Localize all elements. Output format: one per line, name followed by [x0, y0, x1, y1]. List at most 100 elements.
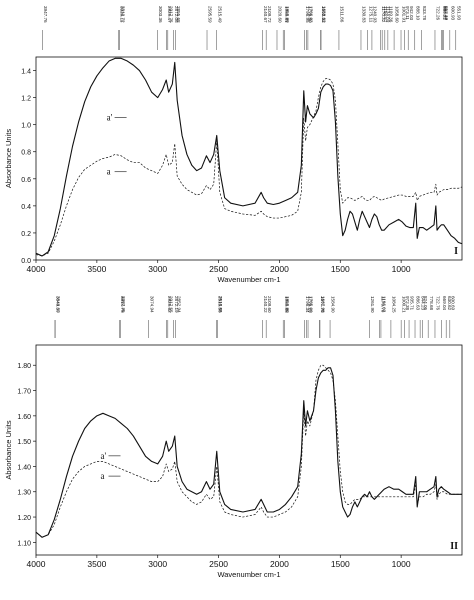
spectrum-line-a-prime [35, 57, 463, 257]
peak-label: 2872.06 [174, 6, 179, 23]
peak-label: 600.93 [450, 6, 455, 20]
peak-label: 2140.22 [263, 296, 268, 313]
x-tick-label: 4000 [27, 559, 46, 569]
peak-label: 1330.83 [362, 6, 367, 23]
peak-label: 3314.75 [120, 296, 125, 313]
x-axis-title-ii: Wavenumber cm-1 [217, 570, 280, 579]
x-tick-label: 2000 [270, 559, 289, 569]
x-tick-label: 2500 [209, 559, 228, 569]
peak-label: 3947.76 [43, 6, 48, 23]
peak-label: 886.63 [416, 296, 421, 310]
x-axis-ticks-ii: 4000 3500 3000 2500 2000 1500 1000 [27, 555, 411, 569]
peak-label: 3843.37 [56, 296, 61, 313]
peak-label: 824.06 [423, 296, 428, 310]
peak-label: 1658.62 [322, 6, 327, 23]
y-axis-title-i: Absorbance Units [4, 129, 13, 188]
y-tick-label: 0.0 [21, 258, 31, 265]
peak-label: 1170.32 [381, 6, 386, 23]
y-tick-label: 1.20 [17, 515, 31, 522]
peak-label: 1671.78 [320, 296, 325, 313]
peak-label: 1796.95 [305, 6, 310, 23]
peak-label: 833.78 [422, 6, 427, 20]
peak-label: 3003.36 [158, 6, 163, 23]
peak-label: 3320.11 [119, 6, 124, 23]
peak-label: 2929.62 [167, 296, 172, 313]
peak-label: 2855.68 [176, 6, 181, 23]
spectrum-line-a [35, 78, 463, 257]
peak-label: 1000.21 [402, 296, 407, 313]
peak-label: 942.03 [409, 6, 414, 20]
x-tick-label: 3500 [87, 264, 106, 274]
peak-label: 1662.33 [321, 6, 326, 23]
peak-label: 2510.85 [218, 296, 223, 313]
curve-label: a [101, 471, 105, 481]
peak-label: 662.07 [443, 6, 448, 20]
y-tick-label: 1.60 [17, 414, 31, 421]
y-tick-label: 1.50 [17, 439, 31, 446]
peak-label: 3074.94 [149, 296, 154, 313]
x-axis-ticks-i: 4000 3500 3000 2500 2000 1500 1000 [27, 260, 411, 274]
peak-label: 844.23 [421, 296, 426, 310]
x-tick-label: 2000 [270, 264, 289, 274]
x-tick-label: 1000 [392, 559, 411, 569]
y-tick-label: 1.30 [17, 490, 31, 497]
peak-label: 1166.03 [382, 296, 387, 313]
y-tick-label: 1.80 [17, 363, 31, 370]
peak-label: 1176.76 [380, 296, 385, 313]
y-axis-ticks-i: 0.0 0.2 0.4 0.6 0.8 1.0 1.2 1.4 [21, 69, 36, 265]
panel-label-ii: II [450, 541, 458, 552]
peak-label: 1109.36 [388, 6, 393, 23]
peak-label: 1058.60 [395, 6, 400, 23]
y-tick-label: 1.70 [17, 389, 31, 396]
curve-label: a' [107, 113, 113, 123]
x-tick-label: 3500 [87, 559, 106, 569]
spectrum-line-a-prime [35, 367, 462, 538]
peak-label: 2515.49 [217, 6, 222, 23]
peak-label: 3844.60 [56, 296, 61, 313]
peak-label: 1275.11 [368, 6, 373, 23]
peak-label: 972.38 [405, 296, 410, 310]
y-tick-label: 0.2 [21, 231, 31, 238]
y-tick-label: 1.40 [17, 464, 31, 471]
peak-label: 653.19 [444, 6, 449, 20]
panel-label-i: I [454, 246, 458, 257]
peak-label: 2929.47 [167, 6, 172, 23]
peak-label: 551.93 [456, 6, 461, 20]
peak-label: 1261.90 [370, 296, 375, 313]
x-tick-label: 3000 [148, 264, 167, 274]
peak-label: 2852.94 [176, 296, 181, 313]
peak-label: 2515.56 [217, 296, 222, 313]
peak-label: 722.76 [436, 296, 441, 310]
series-group-i: a' a [35, 57, 463, 257]
peak-label: 3312.72 [120, 6, 125, 23]
y-tick-label: 0.4 [21, 204, 31, 211]
y-tick-label: 0.8 [21, 150, 31, 157]
y-tick-label: 1.2 [21, 96, 31, 103]
y-tick-label: 0.6 [21, 177, 31, 184]
plot-frame-ii [35, 344, 463, 556]
x-tick-label: 1000 [392, 264, 411, 274]
plot-frame-i [35, 56, 463, 261]
peak-label: 1796.34 [305, 296, 310, 313]
peak-label: 1001.91 [402, 6, 407, 23]
peak-label: 1958.90 [285, 296, 290, 313]
peak-label: 1969.86 [284, 296, 289, 313]
peak-label: 1240.93 [373, 6, 378, 23]
peak-label: 1776.50 [307, 6, 312, 23]
peak-label: 2140.67 [263, 6, 268, 23]
curve-label: a' [101, 451, 107, 461]
peak-label: 1969.81 [284, 6, 289, 23]
y-axis-title-ii: Absorbance Units [4, 420, 13, 479]
peak-label: 2020.60 [278, 6, 283, 23]
peak-label: 2109.60 [267, 296, 272, 313]
peak-label: 888.10 [415, 6, 420, 20]
x-tick-label: 3000 [148, 559, 167, 569]
peak-label: 2595.59 [208, 6, 213, 23]
x-tick-label: 1500 [331, 264, 350, 274]
y-axis-ticks-ii: 1.10 1.20 1.30 1.40 1.50 1.60 1.70 1.80 [17, 363, 36, 547]
peak-label: 2872.19 [174, 296, 179, 313]
